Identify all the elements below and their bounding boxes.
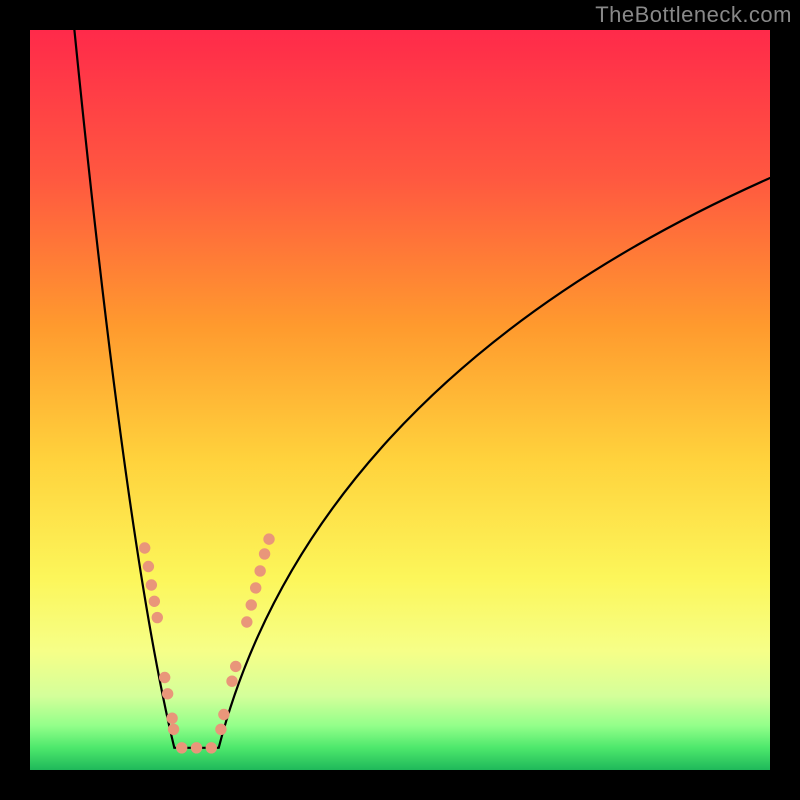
- curve-marker: [216, 724, 226, 734]
- curve-marker: [259, 549, 269, 559]
- curve-marker: [168, 724, 178, 734]
- curve-marker: [162, 689, 172, 699]
- curve-marker: [143, 561, 153, 571]
- plot-area-gradient: [30, 30, 770, 770]
- curve-marker: [140, 543, 150, 553]
- curve-marker: [152, 612, 162, 622]
- curve-marker: [231, 661, 241, 671]
- curve-marker: [159, 672, 169, 682]
- curve-marker: [227, 676, 237, 686]
- curve-marker: [251, 583, 261, 593]
- curve-marker: [177, 743, 187, 753]
- curve-marker: [255, 566, 265, 576]
- curve-marker: [149, 596, 159, 606]
- curve-marker: [264, 534, 274, 544]
- chart-container: TheBottleneck.com: [0, 0, 800, 800]
- curve-marker: [206, 743, 216, 753]
- watermark-text: TheBottleneck.com: [595, 2, 792, 28]
- curve-marker: [246, 600, 256, 610]
- curve-marker: [242, 617, 252, 627]
- curve-marker: [219, 709, 229, 719]
- curve-marker: [146, 580, 156, 590]
- bottleneck-v-chart: [0, 0, 800, 800]
- curve-marker: [191, 743, 201, 753]
- curve-marker: [167, 713, 177, 723]
